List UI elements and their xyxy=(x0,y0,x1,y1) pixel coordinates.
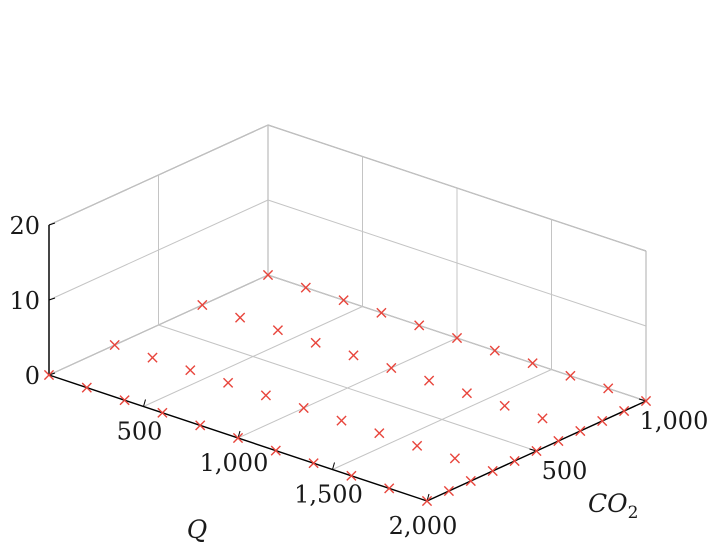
axis-box xyxy=(48,124,647,402)
data-point xyxy=(376,307,387,318)
data-point xyxy=(197,299,208,311)
data-point xyxy=(338,295,349,306)
data-point xyxy=(298,402,309,414)
z-tick-mark xyxy=(48,297,56,301)
x-axis-title: Q xyxy=(187,515,208,544)
data-point xyxy=(348,350,359,361)
data-point xyxy=(384,483,395,494)
data-point xyxy=(537,413,548,424)
data-point xyxy=(553,435,564,447)
data-point xyxy=(449,453,460,464)
data-point xyxy=(185,365,196,376)
data-point xyxy=(300,282,311,293)
data-point xyxy=(603,383,614,394)
z-tick-label: 10 xyxy=(9,287,40,315)
data-point xyxy=(443,485,454,497)
y-axis-title: CO2 xyxy=(588,489,638,523)
data-point xyxy=(619,405,630,417)
data-point xyxy=(308,458,319,469)
data-point xyxy=(119,395,130,406)
gridline-z xyxy=(48,199,269,301)
gridline-z-wall xyxy=(267,199,647,327)
data-point xyxy=(109,339,120,351)
data-point xyxy=(451,332,463,344)
data-point xyxy=(597,415,608,427)
data-point xyxy=(640,395,652,407)
x-tick-label: 500 xyxy=(117,418,163,446)
data-point xyxy=(527,358,538,369)
data-point xyxy=(310,337,321,348)
x-tick-label: 2,000 xyxy=(389,512,458,540)
data-point xyxy=(461,388,472,399)
y-axis-title-main: CO xyxy=(588,489,628,518)
y-tick-label: 500 xyxy=(542,457,588,485)
data-point xyxy=(270,445,281,456)
data-point xyxy=(262,269,274,281)
data-point xyxy=(565,370,576,381)
gridline-y xyxy=(158,324,537,452)
data-point xyxy=(346,470,357,481)
z-tick-label: 0 xyxy=(25,362,40,390)
data-points xyxy=(43,269,652,507)
tick-labels: 500 1,000 1,500 2,000 500 1,000 0 10 20 xyxy=(9,212,708,540)
data-point xyxy=(336,415,347,426)
data-point xyxy=(195,420,206,431)
data-point xyxy=(509,455,520,467)
data-point xyxy=(260,390,271,401)
data-point xyxy=(412,440,423,451)
data-point xyxy=(147,352,158,363)
gridline-z xyxy=(48,274,269,376)
x-tick-mark xyxy=(332,462,335,470)
y-tick-label: 1,000 xyxy=(640,407,709,435)
data-point xyxy=(272,325,283,336)
data-point xyxy=(499,400,510,411)
x-tick-mark xyxy=(143,399,146,407)
data-point xyxy=(223,377,234,388)
data-point xyxy=(531,445,542,457)
data-point xyxy=(575,425,586,437)
data-point xyxy=(157,407,168,418)
data-point xyxy=(232,432,244,444)
data-point xyxy=(414,320,425,331)
data-point xyxy=(374,428,385,439)
data-point xyxy=(386,362,397,374)
z-tick-mark xyxy=(48,222,56,226)
data-point xyxy=(235,312,246,323)
data-point xyxy=(465,475,476,487)
x-tick-label: 1,000 xyxy=(200,449,269,477)
gridline-z-wall xyxy=(267,124,647,252)
data-point xyxy=(43,369,55,381)
data-point xyxy=(424,375,435,386)
x-tick-label: 1,500 xyxy=(294,481,363,509)
y-axis-title-subscript: 2 xyxy=(628,503,639,523)
z-tick-label: 20 xyxy=(9,212,40,240)
data-point xyxy=(421,495,433,507)
data-point xyxy=(81,382,92,393)
data-point xyxy=(487,465,498,477)
gridline-z xyxy=(48,124,269,226)
data-point xyxy=(489,345,500,356)
